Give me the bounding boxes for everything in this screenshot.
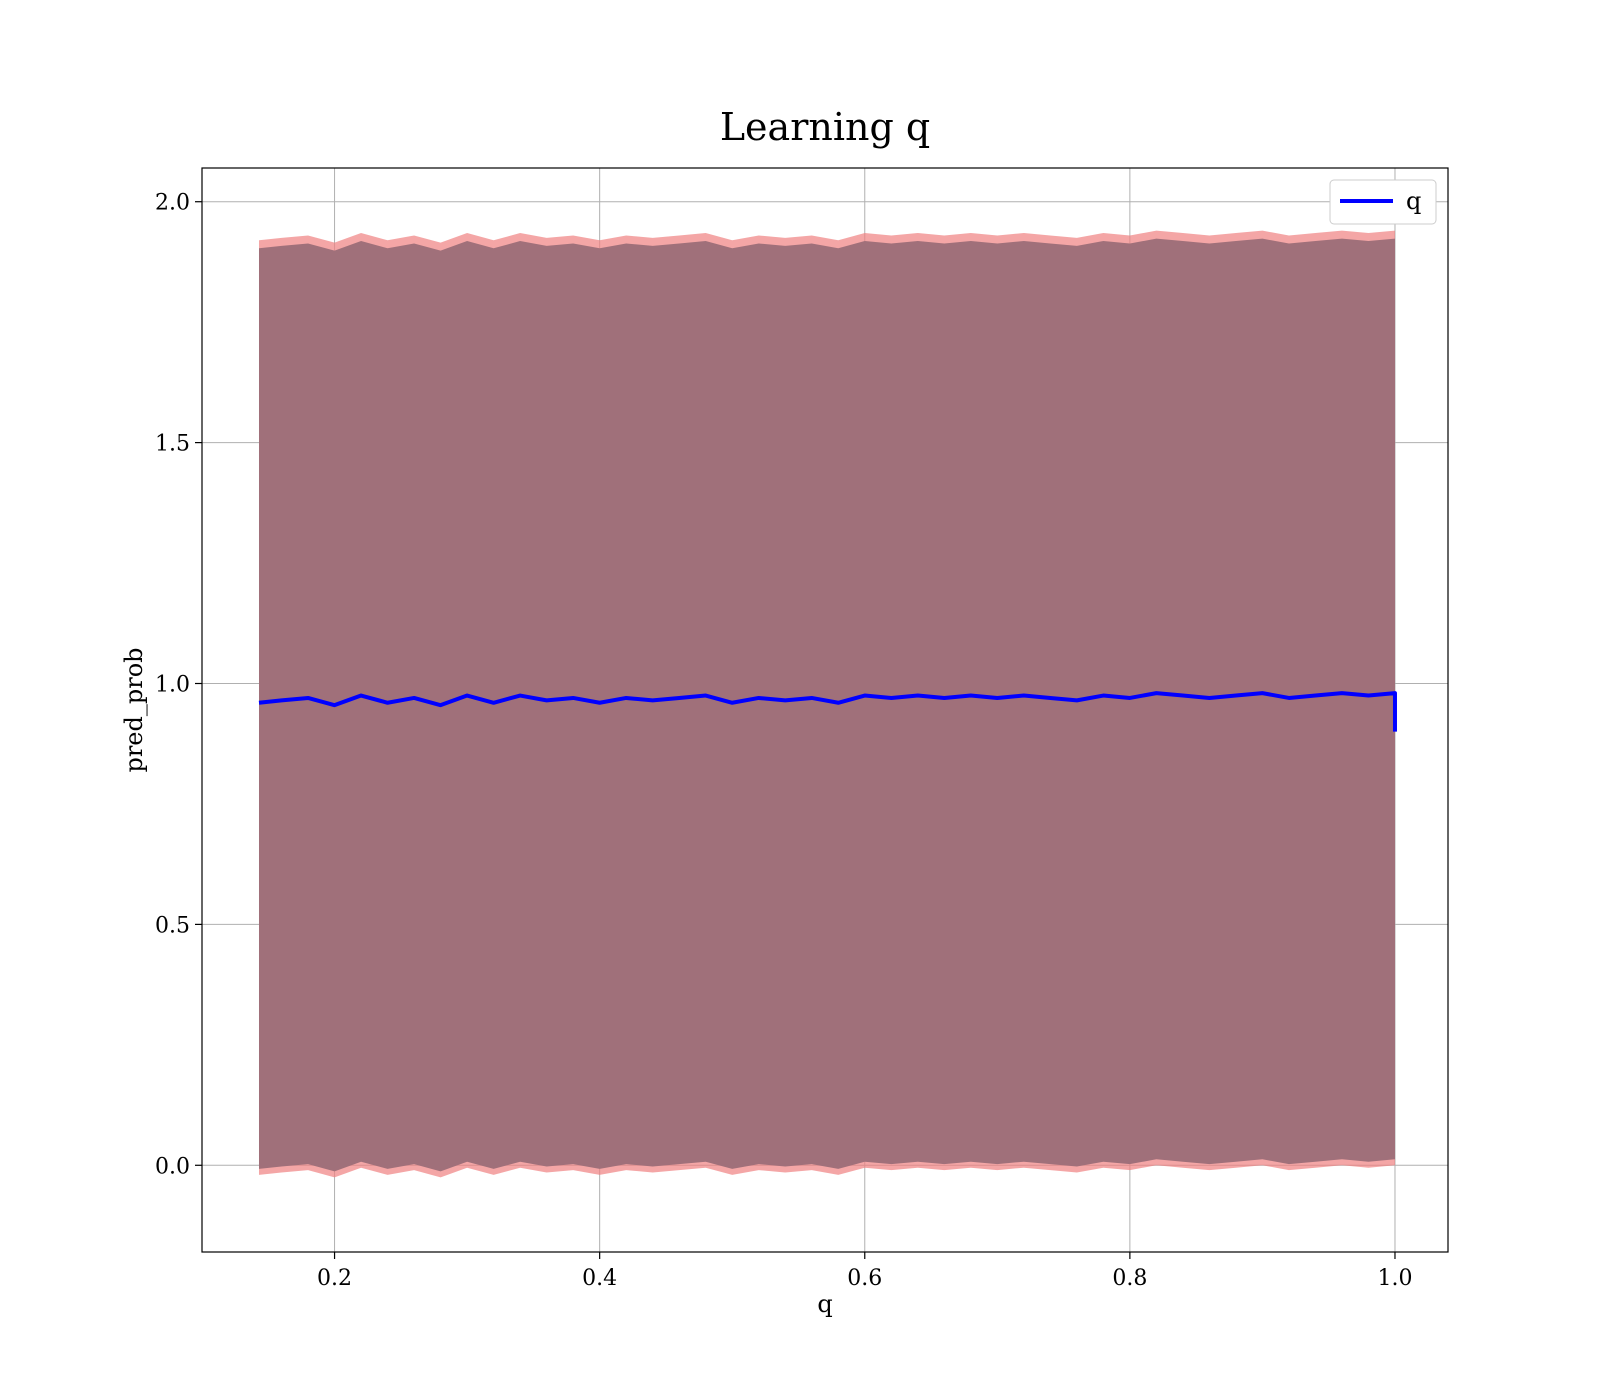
x-tick-label: 1.0 <box>1377 1266 1412 1291</box>
plot-frame <box>201 167 1449 1253</box>
uncertainty-band <box>258 230 1395 1178</box>
legend-label: q <box>1406 187 1421 215</box>
y-tick-label: 1.5 <box>155 432 190 457</box>
y-tick-label: 0.5 <box>155 913 190 938</box>
y-axis-label: pred_prob <box>120 647 148 772</box>
band-fill <box>258 238 1395 1172</box>
y-tick-label: 0.0 <box>155 1154 190 1179</box>
chart-title: Learning q <box>720 105 930 149</box>
series-layer <box>258 691 1397 732</box>
x-tick-label: 0.2 <box>317 1266 352 1291</box>
x-axis-label: q <box>817 1290 832 1318</box>
series-line-q <box>258 691 1397 732</box>
y-tick-label: 1.0 <box>155 673 190 698</box>
x-tick-label: 0.6 <box>847 1266 882 1291</box>
y-tick-label: 2.0 <box>155 191 190 216</box>
y-axis-ticks: 0.0 0.5 1.0 1.5 2.0 <box>155 191 202 1179</box>
x-tick-label: 0.8 <box>1112 1266 1147 1291</box>
x-tick-label: 0.4 <box>582 1266 617 1291</box>
x-axis-ticks: 0.2 0.4 0.6 0.8 1.0 <box>317 1252 1412 1291</box>
legend: q <box>1329 179 1437 225</box>
